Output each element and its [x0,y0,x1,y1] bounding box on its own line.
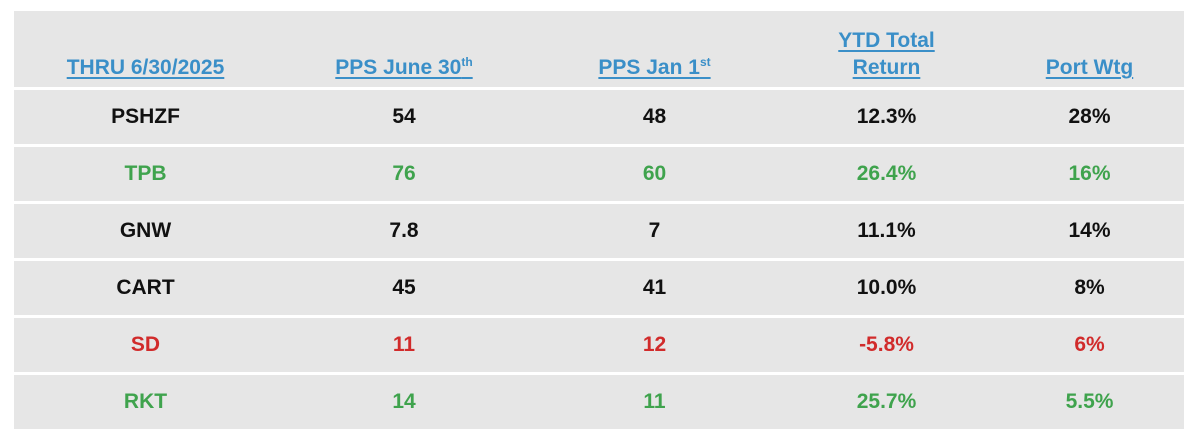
ticker-cell: TPB [14,147,277,201]
pps-june-cell: 45 [277,261,531,315]
header-row: THRU 6/30/2025 PPS June 30th PPS Jan 1st… [14,11,1184,87]
port-wtg-cell: 14% [995,204,1184,258]
table-row: CART 45 41 10.0% 8% [14,261,1184,315]
ticker-cell: CART [14,261,277,315]
header-pps-june: PPS June 30th [277,11,531,87]
header-pps-jan: PPS Jan 1st [531,11,778,87]
header-period: THRU 6/30/2025 [14,11,277,87]
pps-june-cell: 7.8 [277,204,531,258]
pps-jan-cell: 12 [531,318,778,372]
ytd-return-cell: 10.0% [778,261,995,315]
pps-jan-cell: 7 [531,204,778,258]
table-row: SD 11 12 -5.8% 6% [14,318,1184,372]
ticker-cell: SD [14,318,277,372]
ytd-return-cell: 11.1% [778,204,995,258]
ytd-return-cell: 25.7% [778,375,995,429]
pps-jan-cell: 48 [531,90,778,144]
port-wtg-cell: 5.5% [995,375,1184,429]
port-wtg-cell: 8% [995,261,1184,315]
port-wtg-cell: 28% [995,90,1184,144]
ticker-cell: RKT [14,375,277,429]
port-wtg-cell: 6% [995,318,1184,372]
portfolio-table: THRU 6/30/2025 PPS June 30th PPS Jan 1st… [14,8,1184,432]
ytd-return-cell: 12.3% [778,90,995,144]
table-row: GNW 7.8 7 11.1% 14% [14,204,1184,258]
pps-june-cell: 54 [277,90,531,144]
pps-june-cell: 11 [277,318,531,372]
ytd-return-cell: -5.8% [778,318,995,372]
ticker-cell: PSHZF [14,90,277,144]
pps-jan-cell: 41 [531,261,778,315]
pps-june-cell: 76 [277,147,531,201]
table-row: PSHZF 54 48 12.3% 28% [14,90,1184,144]
header-ytd-return: YTD Total Return [778,11,995,87]
port-wtg-cell: 16% [995,147,1184,201]
pps-jan-cell: 60 [531,147,778,201]
pps-june-cell: 14 [277,375,531,429]
header-port-wtg: Port Wtg [995,11,1184,87]
pps-jan-cell: 11 [531,375,778,429]
ticker-cell: GNW [14,204,277,258]
table-row: RKT 14 11 25.7% 5.5% [14,375,1184,429]
table-row: TPB 76 60 26.4% 16% [14,147,1184,201]
ytd-return-cell: 26.4% [778,147,995,201]
portfolio-table-container: THRU 6/30/2025 PPS June 30th PPS Jan 1st… [14,8,1184,438]
